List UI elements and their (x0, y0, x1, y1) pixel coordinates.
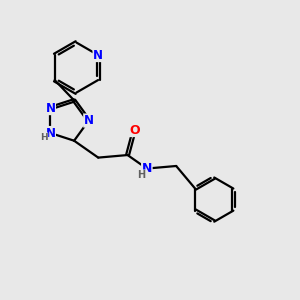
Text: O: O (129, 124, 140, 136)
Text: H: H (137, 170, 146, 180)
Text: N: N (93, 49, 103, 62)
Text: N: N (45, 127, 56, 140)
Text: N: N (142, 162, 152, 175)
Text: H: H (40, 133, 48, 142)
Text: N: N (84, 114, 94, 127)
Text: N: N (45, 102, 56, 115)
